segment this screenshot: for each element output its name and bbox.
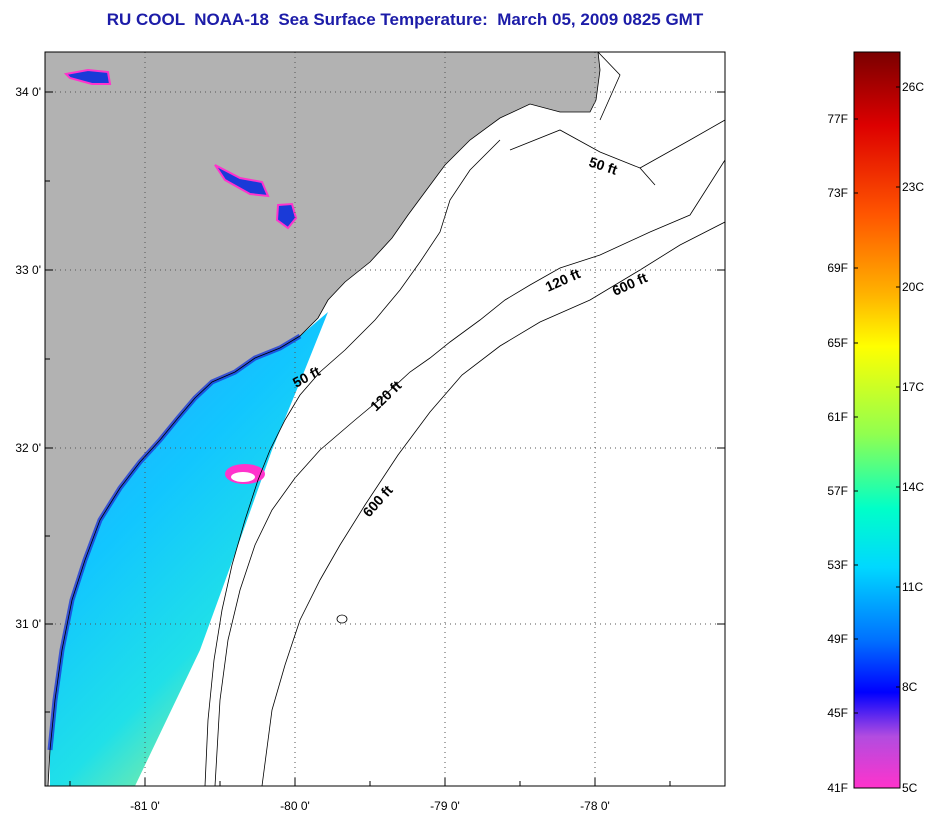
colorbar: 77F 73F 69F 65F 61F 57F 53F 49F 45F 41F … [827, 51, 924, 795]
inland-lakes [63, 68, 298, 230]
colorbar-f-label: 73F [827, 186, 848, 200]
latitude-label: 33 0' [15, 263, 41, 277]
colorbar-c-label: 14C [902, 480, 924, 494]
latitude-label: 31 0' [15, 617, 41, 631]
seamount-contour [336, 614, 348, 624]
latitude-label: 32 0' [15, 441, 41, 455]
map-area: 50 ft 50 ft 120 ft 120 ft 600 ft 600 ft [45, 52, 725, 786]
map-title: RU COOL NOAA-18 Sea Surface Temperature:… [106, 10, 704, 29]
colorbar-c-label: 17C [902, 380, 924, 394]
cloud-patch [225, 464, 265, 484]
colorbar-f-label: 53F [827, 558, 848, 572]
sst-swath [50, 312, 328, 786]
longitude-label: -79 0' [430, 799, 460, 813]
colorbar-c-label: 11C [902, 580, 923, 594]
longitude-label: -78 0' [580, 799, 610, 813]
colorbar-c-label: 8C [902, 680, 918, 694]
colorbar-f-label: 49F [827, 632, 848, 646]
contour-120ft [214, 159, 725, 786]
map-frame [44, 51, 726, 787]
colorbar-c-label: 20C [902, 280, 924, 294]
shoreline [47, 52, 601, 786]
colorbar-f-label: 69F [827, 261, 848, 275]
colorbar-c-label: 23C [902, 180, 924, 194]
colorbar-c-label: 26C [902, 80, 924, 94]
latitude-label: 34 0' [15, 85, 41, 99]
longitude-label: -80 0' [280, 799, 310, 813]
graticule [45, 52, 725, 786]
contour-50ft [204, 52, 725, 786]
contour-600ft [261, 221, 725, 786]
colorbar-c-label: 5C [902, 781, 918, 795]
colorbar-f-label: 61F [827, 410, 848, 424]
axis-ticks [45, 91, 725, 786]
land-mass [45, 52, 600, 786]
colorbar-f-label: 45F [827, 706, 848, 720]
colorbar-f-label: 41F [827, 781, 848, 795]
colorbar-f-label: 57F [827, 484, 848, 498]
colorbar-f-label: 77F [827, 112, 848, 126]
longitude-label: -81 0' [130, 799, 160, 813]
colorbar-f-label: 65F [827, 336, 848, 350]
bathymetry-contours [204, 52, 725, 786]
colorbar-scale [853, 51, 901, 789]
